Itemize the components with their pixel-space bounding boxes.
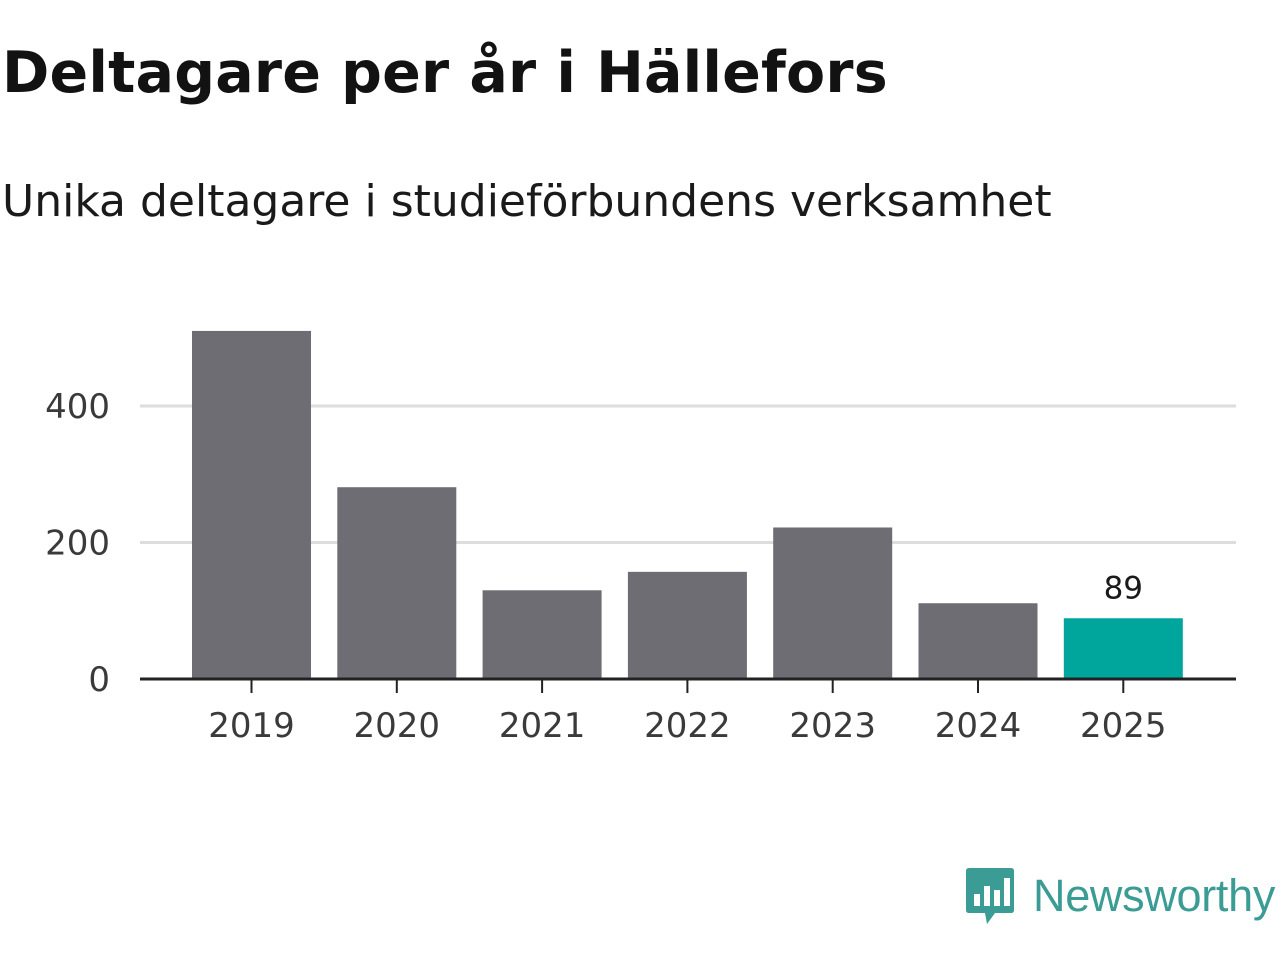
y-tick-label-200: 200 bbox=[45, 524, 110, 564]
x-tick-label-2020: 2020 bbox=[354, 706, 441, 746]
bar-2024 bbox=[918, 603, 1038, 679]
data-label-2025: 89 bbox=[1104, 570, 1143, 606]
bar-2022 bbox=[627, 571, 747, 679]
bar-2025 bbox=[1063, 618, 1183, 679]
x-tick-label-2019: 2019 bbox=[208, 706, 295, 746]
gridlines bbox=[140, 404, 1236, 544]
brand-name: Newsworthy bbox=[1033, 870, 1276, 921]
bar-2020 bbox=[337, 487, 457, 679]
x-tick-label-2025: 2025 bbox=[1080, 706, 1167, 746]
labels: 0 200 400 2019 2020 2021 2022 2023 2024 2025 89 bbox=[45, 387, 1166, 746]
y-tick-label-400: 400 bbox=[45, 387, 110, 427]
bar-2023 bbox=[773, 527, 893, 679]
chart-title: Deltagare per år i Hällefors bbox=[2, 40, 888, 106]
bars bbox=[192, 330, 1183, 679]
x-tick-label-2023: 2023 bbox=[789, 706, 876, 746]
bar-2019 bbox=[192, 330, 311, 679]
chart-subtitle: Unika deltagare i studieförbundens verks… bbox=[2, 176, 1052, 227]
axes bbox=[140, 677, 1236, 693]
x-tick-label-2024: 2024 bbox=[935, 706, 1022, 746]
y-tick-label-0: 0 bbox=[88, 660, 110, 700]
x-tick-label-2021: 2021 bbox=[499, 706, 586, 746]
x-tick-label-2022: 2022 bbox=[644, 706, 731, 746]
bar-2021 bbox=[482, 590, 602, 679]
brand-logo: Newsworthy bbox=[965, 866, 1275, 926]
bar-chart-speech-bubble-icon bbox=[966, 868, 1014, 924]
